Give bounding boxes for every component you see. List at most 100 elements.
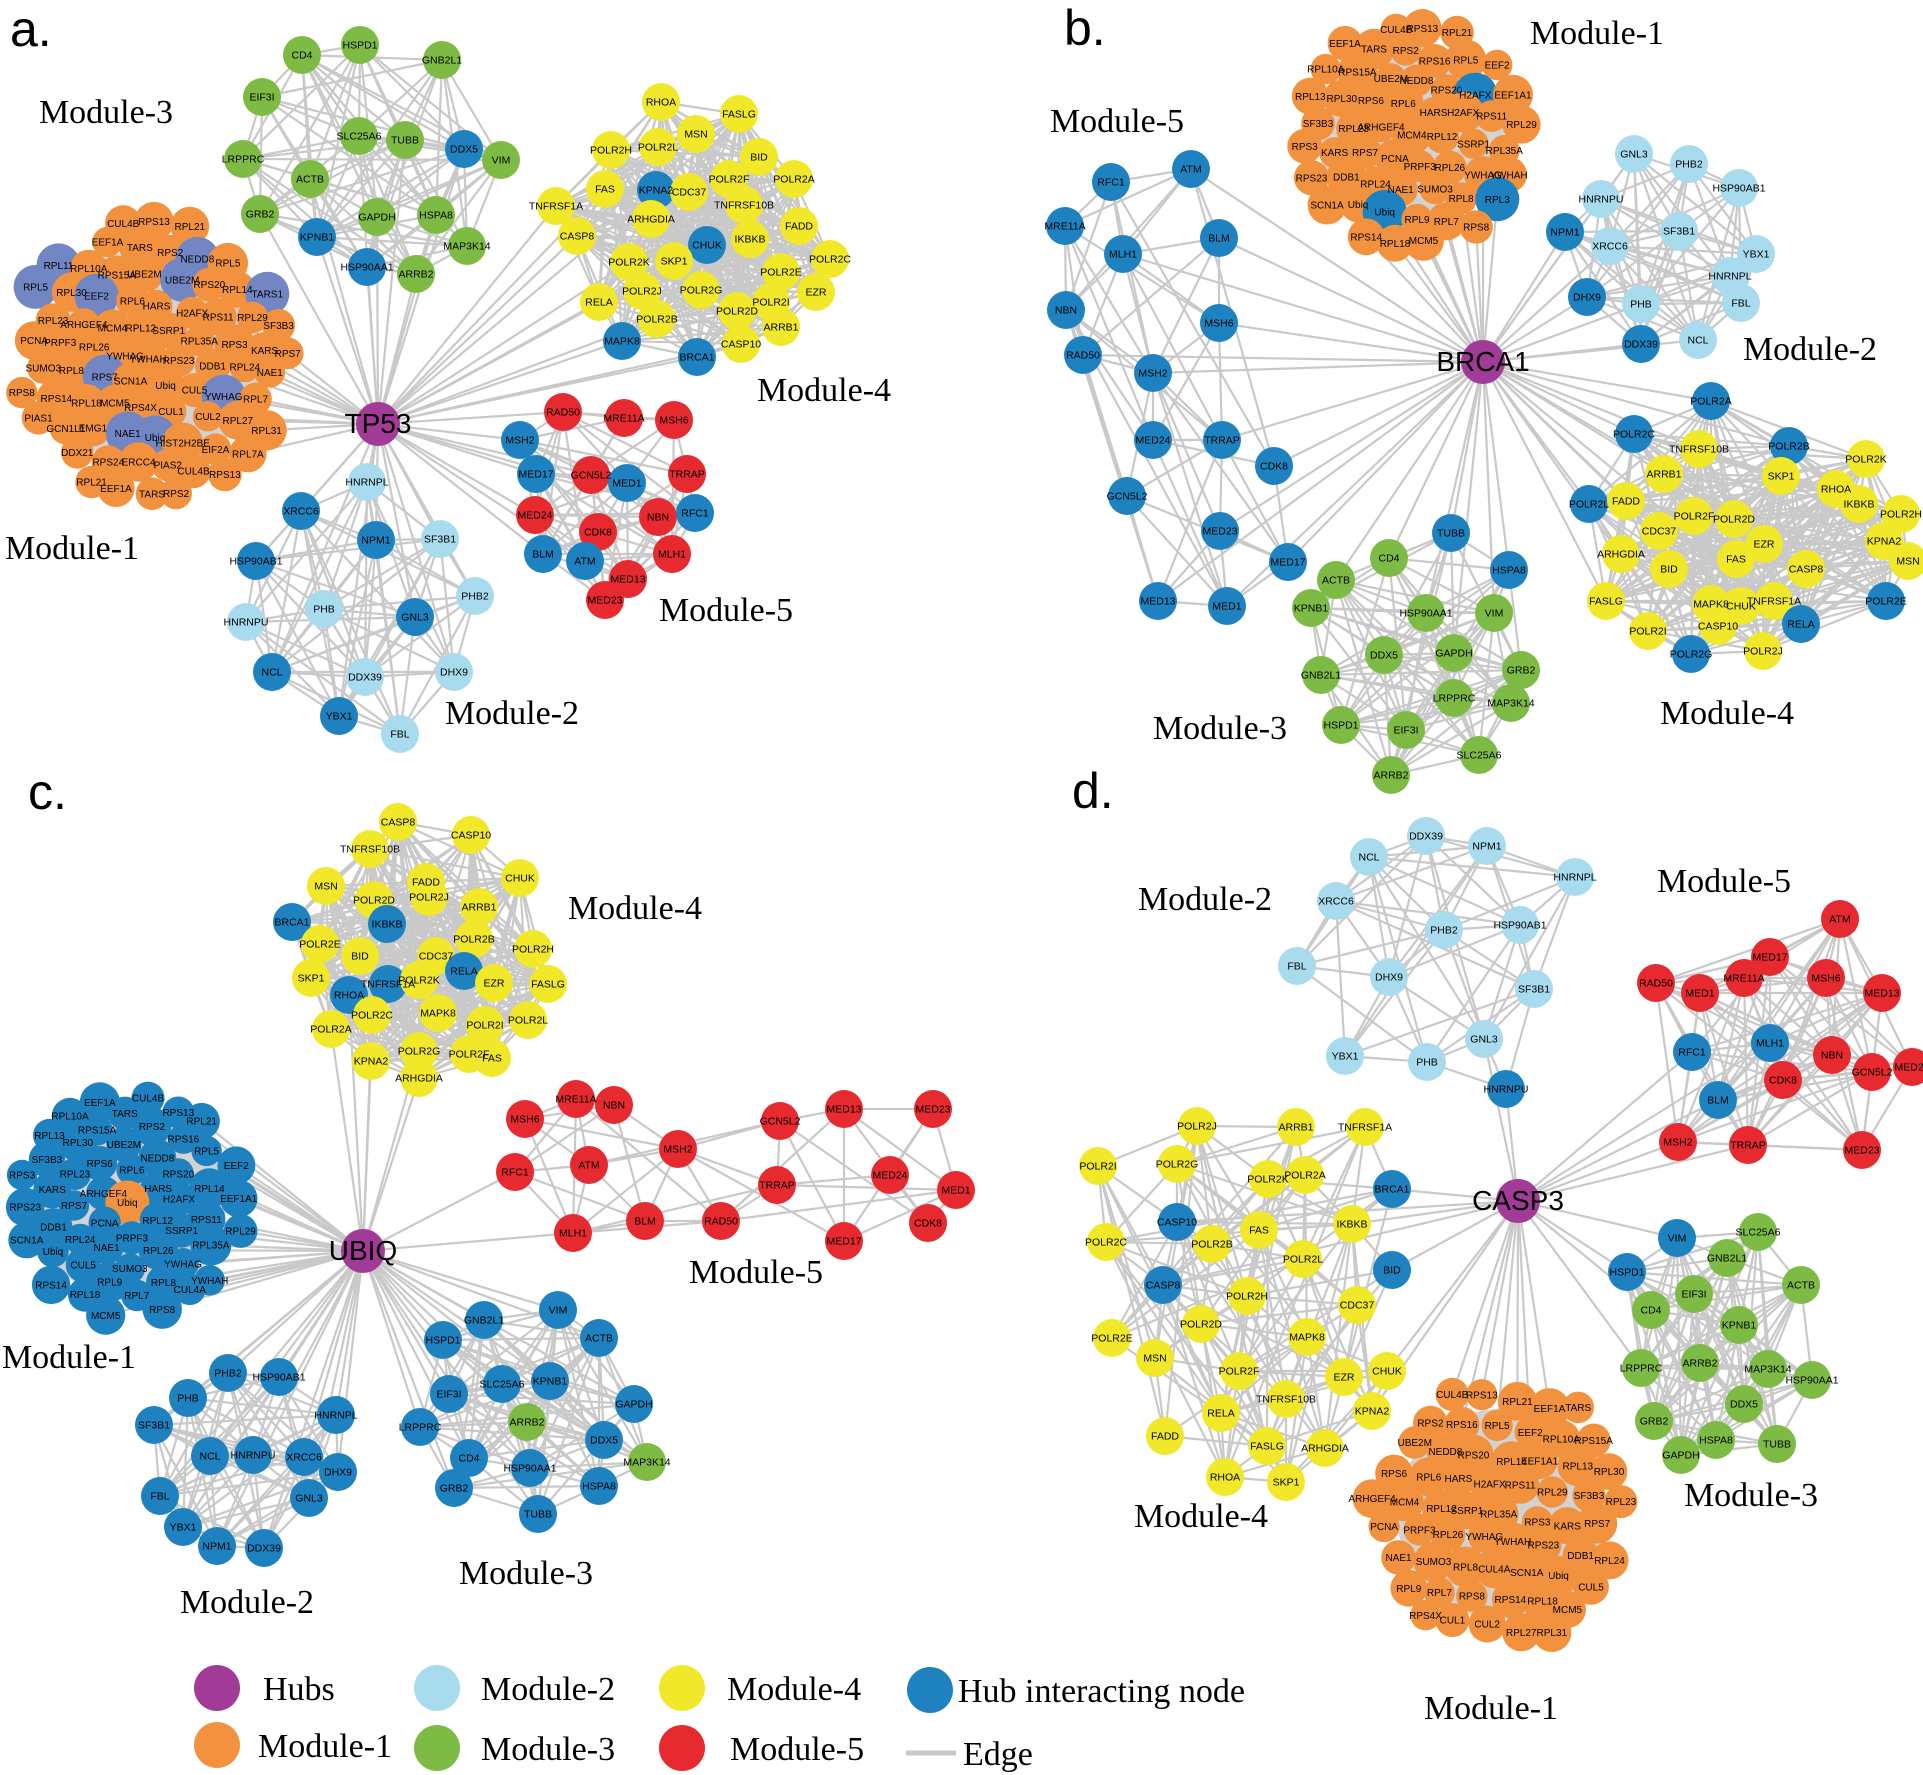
svg-text:ARRB1: ARRB1	[1278, 1122, 1313, 1134]
svg-text:RPL21: RPL21	[1442, 28, 1473, 39]
svg-text:CDC37: CDC37	[672, 187, 707, 199]
svg-text:RPS20: RPS20	[1431, 86, 1463, 97]
svg-text:POLR2E: POLR2E	[1091, 1333, 1132, 1345]
svg-text:KPNB1: KPNB1	[533, 1376, 568, 1388]
svg-text:HSP90AB1: HSP90AB1	[1712, 183, 1765, 195]
svg-text:POLR2A: POLR2A	[310, 1024, 351, 1036]
svg-text:RPS7: RPS7	[92, 372, 119, 383]
svg-text:EIF3I: EIF3I	[1393, 725, 1418, 737]
svg-text:POLR2D: POLR2D	[1180, 1319, 1222, 1331]
svg-text:HNRNPL: HNRNPL	[1708, 271, 1751, 283]
svg-text:RPS4X: RPS4X	[1409, 1611, 1442, 1622]
svg-text:Module-5: Module-5	[730, 1731, 864, 1768]
svg-text:MRE11A: MRE11A	[1044, 221, 1085, 233]
svg-text:RPL21: RPL21	[1502, 1397, 1533, 1408]
svg-text:RPL24: RPL24	[65, 1235, 96, 1246]
svg-text:RPL10A: RPL10A	[51, 1112, 89, 1123]
svg-text:SF3B3: SF3B3	[1574, 1491, 1605, 1502]
svg-text:DDB1: DDB1	[1333, 173, 1360, 184]
svg-text:CD4: CD4	[458, 1453, 479, 1465]
svg-text:RPL30: RPL30	[1594, 1467, 1625, 1478]
svg-text:POLR2L: POLR2L	[638, 142, 678, 154]
svg-text:MED24: MED24	[517, 510, 552, 522]
svg-text:CDK8: CDK8	[584, 527, 612, 539]
svg-text:FBL: FBL	[1731, 298, 1750, 310]
svg-text:NPM1: NPM1	[361, 535, 390, 547]
svg-text:DDX39: DDX39	[348, 672, 382, 684]
svg-text:RPL27: RPL27	[1506, 1628, 1537, 1639]
svg-text:Module-4: Module-4	[757, 372, 891, 409]
svg-text:NEDD8: NEDD8	[1400, 76, 1434, 87]
svg-text:Module-1: Module-1	[5, 530, 139, 567]
svg-text:RPL5: RPL5	[194, 1147, 219, 1158]
svg-text:HARS: HARS	[143, 302, 171, 313]
svg-text:RPS6: RPS6	[1381, 1469, 1408, 1480]
svg-text:EEF2: EEF2	[1518, 1428, 1543, 1439]
svg-text:RPL12: RPL12	[1426, 1504, 1457, 1515]
svg-text:NBN: NBN	[1821, 1050, 1843, 1062]
svg-text:GNB2L1: GNB2L1	[1707, 1253, 1747, 1265]
svg-text:ARHGDIA: ARHGDIA	[627, 214, 675, 226]
svg-text:SF3B3: SF3B3	[263, 321, 294, 332]
svg-text:CDC37: CDC37	[419, 951, 454, 963]
svg-text:PCNA: PCNA	[1381, 154, 1409, 165]
svg-text:POLR2F: POLR2F	[709, 174, 750, 186]
svg-text:KARS: KARS	[251, 346, 279, 357]
svg-text:MCM5: MCM5	[91, 1311, 121, 1322]
svg-text:EZR: EZR	[806, 287, 827, 299]
svg-text:RPL23: RPL23	[1606, 1497, 1637, 1508]
svg-text:MSN: MSN	[314, 881, 337, 893]
svg-text:FAS: FAS	[1249, 1225, 1269, 1237]
svg-text:RPL23: RPL23	[60, 1169, 91, 1180]
svg-text:SCN1A: SCN1A	[10, 1236, 44, 1247]
svg-text:Module-2: Module-2	[180, 1584, 314, 1621]
svg-text:POLR2J: POLR2J	[409, 892, 449, 904]
svg-text:TRRAP: TRRAP	[1730, 1140, 1766, 1152]
svg-text:MLH1: MLH1	[658, 549, 686, 561]
svg-text:GAPDH: GAPDH	[1662, 1450, 1699, 1462]
svg-text:SLC25A6: SLC25A6	[337, 131, 382, 143]
svg-text:IKBKB: IKBKB	[372, 919, 403, 931]
svg-text:POLR2H: POLR2H	[590, 145, 632, 157]
svg-text:RHOA: RHOA	[334, 990, 364, 1002]
svg-text:RPL7: RPL7	[124, 1291, 149, 1302]
svg-text:POLR2A: POLR2A	[1690, 396, 1731, 408]
svg-text:RPL7A: RPL7A	[232, 449, 264, 460]
svg-text:EEF2: EEF2	[1485, 61, 1510, 72]
svg-text:H2AFX: H2AFX	[1447, 108, 1480, 119]
svg-text:SKP1: SKP1	[1273, 1477, 1300, 1489]
svg-text:RAD50: RAD50	[704, 1216, 738, 1228]
svg-text:RPS3: RPS3	[9, 1171, 36, 1182]
svg-text:DHX9: DHX9	[1573, 292, 1601, 304]
svg-text:RPL29: RPL29	[225, 1227, 256, 1238]
svg-text:PRPF3: PRPF3	[44, 338, 77, 349]
svg-text:UBE2M: UBE2M	[107, 1140, 141, 1151]
svg-text:RPL29: RPL29	[1506, 120, 1537, 131]
svg-text:HSP90AA1: HSP90AA1	[340, 262, 393, 274]
svg-text:DDX5: DDX5	[1370, 650, 1398, 662]
svg-text:RFC1: RFC1	[1678, 1047, 1706, 1059]
svg-text:MED23: MED23	[1202, 526, 1237, 538]
svg-text:RFC1: RFC1	[501, 1167, 529, 1179]
svg-text:TNFRSF1A: TNFRSF1A	[529, 201, 583, 213]
svg-text:KPNB1: KPNB1	[1722, 1320, 1757, 1332]
svg-text:NAE1: NAE1	[94, 1243, 121, 1254]
svg-text:RPS7: RPS7	[275, 349, 302, 360]
svg-text:RELA: RELA	[585, 297, 612, 309]
svg-text:YWHAH: YWHAH	[1490, 170, 1527, 181]
svg-text:HARS: HARS	[1420, 108, 1448, 119]
svg-text:RPL13: RPL13	[1563, 1462, 1594, 1473]
svg-text:MSN: MSN	[1143, 1353, 1166, 1365]
svg-text:GRB2: GRB2	[440, 1483, 469, 1495]
svg-text:TRRAP: TRRAP	[1204, 435, 1240, 447]
svg-text:FADD: FADD	[1151, 1431, 1179, 1443]
svg-text:RPS7: RPS7	[1584, 1519, 1611, 1530]
svg-text:GNB2L1: GNB2L1	[1301, 670, 1341, 682]
svg-text:CUL5: CUL5	[182, 386, 208, 397]
svg-text:SLC25A6: SLC25A6	[1736, 1227, 1781, 1239]
svg-text:DDX5: DDX5	[450, 144, 478, 156]
svg-text:TARS: TARS	[139, 489, 165, 500]
svg-text:RPL8: RPL8	[1449, 194, 1474, 205]
svg-text:ARHGDIA: ARHGDIA	[1597, 549, 1645, 561]
svg-text:TARS: TARS	[127, 243, 153, 254]
